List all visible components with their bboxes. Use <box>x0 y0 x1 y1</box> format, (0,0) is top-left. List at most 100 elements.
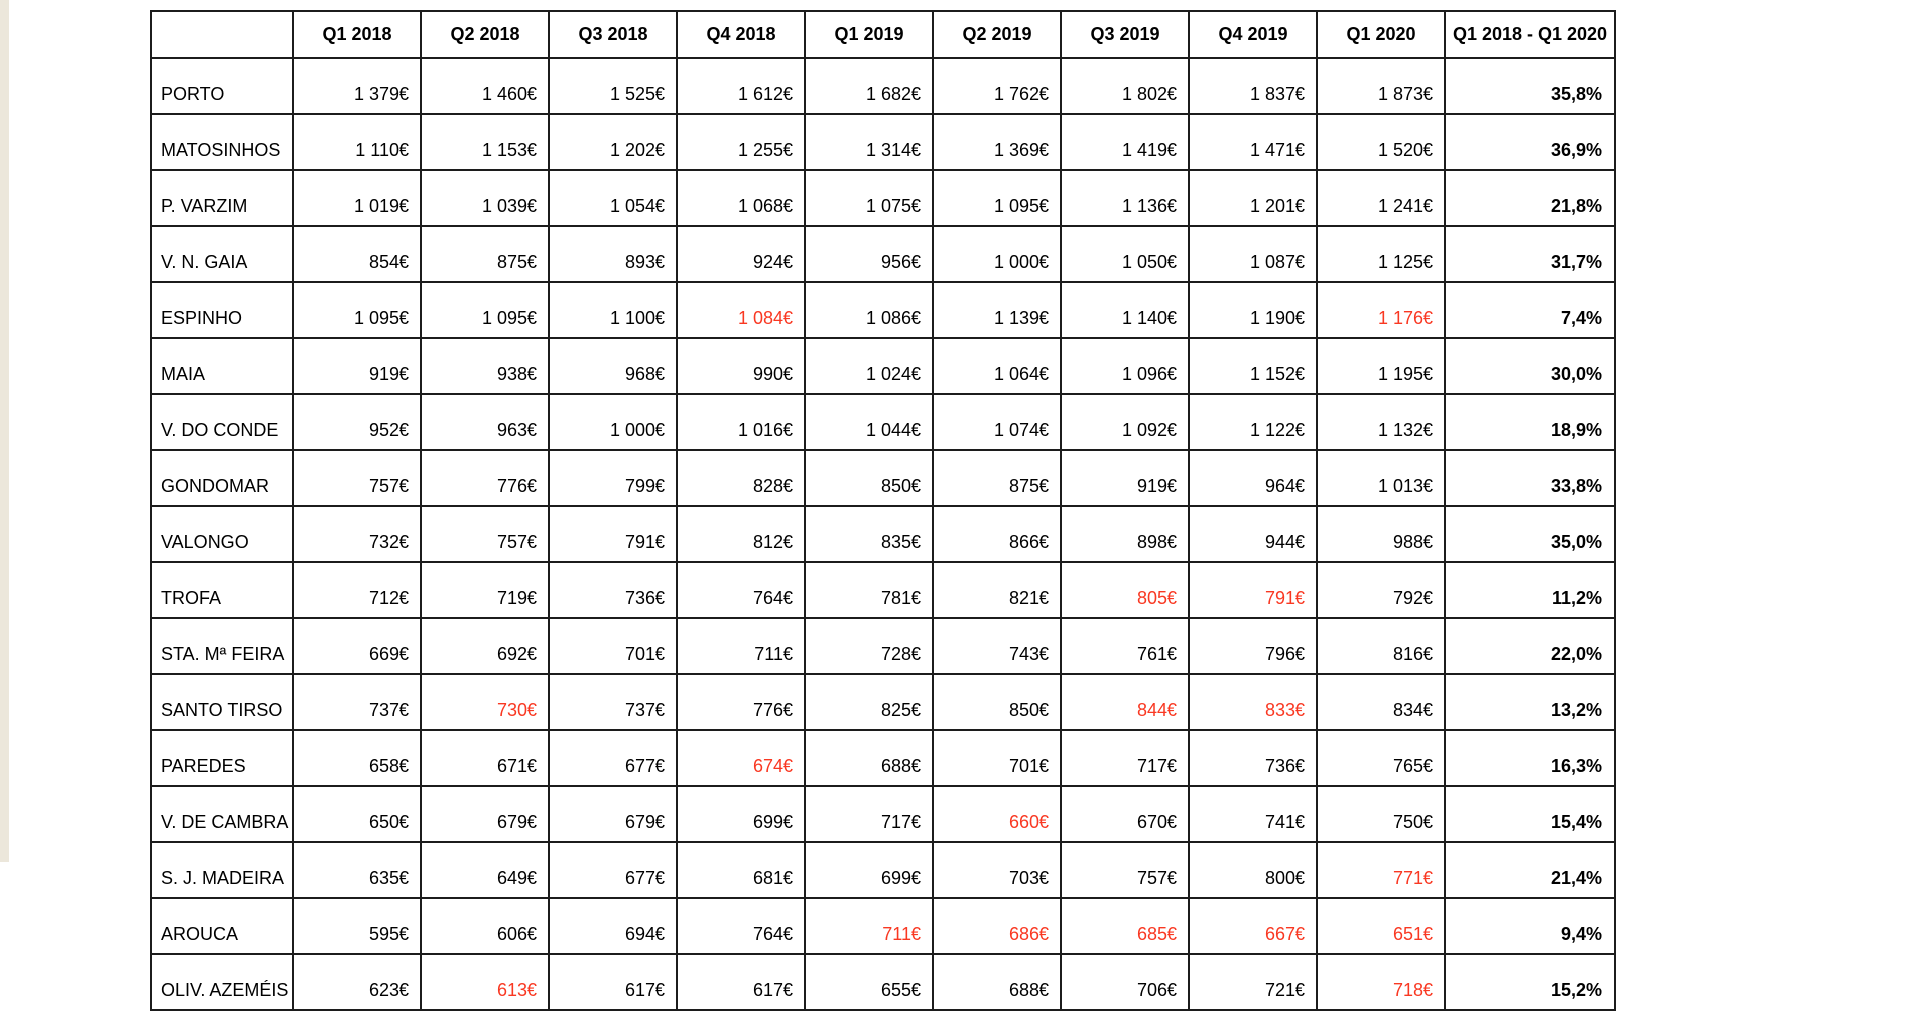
municipality-name: P. VARZIM <box>150 169 294 227</box>
change-percent-cell: 18,9% <box>1444 393 1616 451</box>
table-header: Q1 2018 Q2 2018 Q3 2018 Q4 2018 Q1 2019 Q2 20… <box>150 10 1616 59</box>
table-row: SANTO TIRSO 737€ 730€ 737€ 776€ 825€ 850€ 844€ 8… <box>150 673 1616 731</box>
change-percent-cell: 15,2% <box>1444 953 1616 1011</box>
price-cell: 736€ <box>548 561 678 619</box>
table-row: MAIA 919€ 938€ 968€ 990€ 1 024€ 1 064€ 1 096€ 1 … <box>150 337 1616 395</box>
price-cell: 635€ <box>292 841 422 899</box>
price-cell: 1 802€ <box>1060 57 1190 115</box>
price-cell: 1 195€ <box>1316 337 1446 395</box>
price-cell: 737€ <box>292 673 422 731</box>
price-cell: 718€ <box>1316 953 1446 1011</box>
table-row: AROUCA 595€ 606€ 694€ 764€ 711€ 686€ 685€ 667€ 65… <box>150 897 1616 955</box>
table-row: V. N. GAIA 854€ 875€ 893€ 924€ 956€ 1 000€ 1 05… <box>150 225 1616 283</box>
price-cell: 1 837€ <box>1188 57 1318 115</box>
change-percent-cell: 11,2% <box>1444 561 1616 619</box>
price-cell: 679€ <box>420 785 550 843</box>
change-percent-cell: 15,4% <box>1444 785 1616 843</box>
price-cell: 658€ <box>292 729 422 787</box>
municipality-name: PORTO <box>150 57 294 115</box>
price-cell: 1 084€ <box>676 281 806 339</box>
price-cell: 1 064€ <box>932 337 1062 395</box>
price-cell: 805€ <box>1060 561 1190 619</box>
price-cell: 1 255€ <box>676 113 806 171</box>
price-cell: 944€ <box>1188 505 1318 563</box>
table-row: MATOSINHOS 1 110€ 1 153€ 1 202€ 1 255€ 1 314€… <box>150 113 1616 171</box>
price-cell: 677€ <box>548 841 678 899</box>
price-cell: 1 044€ <box>804 393 934 451</box>
price-cell: 776€ <box>676 673 806 731</box>
price-cell: 1 176€ <box>1316 281 1446 339</box>
price-cell: 1 074€ <box>932 393 1062 451</box>
price-cell: 1 087€ <box>1188 225 1318 283</box>
municipality-name: PAREDES <box>150 729 294 787</box>
price-cell: 617€ <box>548 953 678 1011</box>
price-cell: 736€ <box>1188 729 1318 787</box>
price-cell: 791€ <box>548 505 678 563</box>
change-percent-cell: 33,8% <box>1444 449 1616 507</box>
price-cell: 1 682€ <box>804 57 934 115</box>
change-percent-cell: 22,0% <box>1444 617 1616 675</box>
price-cell: 685€ <box>1060 897 1190 955</box>
price-cell: 1 110€ <box>292 113 422 171</box>
price-cell: 660€ <box>932 785 1062 843</box>
table-row: S. J. MADEIRA 635€ 649€ 677€ 681€ 699€ 703€ 757… <box>150 841 1616 899</box>
change-percent-cell: 7,4% <box>1444 281 1616 339</box>
price-cell: 712€ <box>292 561 422 619</box>
municipality-name: SANTO TIRSO <box>150 673 294 731</box>
price-cell: 1 000€ <box>932 225 1062 283</box>
price-cell: 688€ <box>804 729 934 787</box>
price-cell: 1 122€ <box>1188 393 1318 451</box>
price-cell: 706€ <box>1060 953 1190 1011</box>
table-row: PAREDES 658€ 671€ 677€ 674€ 688€ 701€ 717€ 736€ 7… <box>150 729 1616 787</box>
price-cell: 677€ <box>548 729 678 787</box>
price-cell: 701€ <box>548 617 678 675</box>
price-cell: 1 092€ <box>1060 393 1190 451</box>
price-cell: 623€ <box>292 953 422 1011</box>
table-row: STA. Mª FEIRA 669€ 692€ 701€ 711€ 728€ 743€ 761… <box>150 617 1616 675</box>
price-cell: 866€ <box>932 505 1062 563</box>
price-cell: 617€ <box>676 953 806 1011</box>
price-cell: 1 019€ <box>292 169 422 227</box>
price-cell: 692€ <box>420 617 550 675</box>
table-row: V. DE CAMBRA 650€ 679€ 679€ 699€ 717€ 660€ 670€… <box>150 785 1616 843</box>
price-cell: 1 525€ <box>548 57 678 115</box>
price-cell: 732€ <box>292 505 422 563</box>
price-cell: 800€ <box>1188 841 1318 899</box>
price-cell: 1 369€ <box>932 113 1062 171</box>
price-cell: 956€ <box>804 225 934 283</box>
price-cell: 1 050€ <box>1060 225 1190 283</box>
column-header: Q4 2019 <box>1188 10 1318 59</box>
price-cell: 844€ <box>1060 673 1190 731</box>
price-cell: 1 379€ <box>292 57 422 115</box>
municipality-name: AROUCA <box>150 897 294 955</box>
column-header: Q3 2019 <box>1060 10 1190 59</box>
price-cell: 650€ <box>292 785 422 843</box>
price-cell: 741€ <box>1188 785 1318 843</box>
price-cell: 816€ <box>1316 617 1446 675</box>
price-cell: 835€ <box>804 505 934 563</box>
price-cell: 1 139€ <box>932 281 1062 339</box>
price-cell: 919€ <box>292 337 422 395</box>
price-cell: 670€ <box>1060 785 1190 843</box>
column-header: Q1 2018 - Q1 2020 <box>1444 10 1616 59</box>
price-cell: 1 100€ <box>548 281 678 339</box>
price-cell: 1 095€ <box>292 281 422 339</box>
column-header: Q2 2018 <box>420 10 550 59</box>
price-cell: 1 140€ <box>1060 281 1190 339</box>
price-cell: 1 013€ <box>1316 449 1446 507</box>
price-cell: 764€ <box>676 561 806 619</box>
price-cell: 834€ <box>1316 673 1446 731</box>
price-cell: 655€ <box>804 953 934 1011</box>
price-cell: 1 000€ <box>548 393 678 451</box>
price-cell: 1 054€ <box>548 169 678 227</box>
price-cell: 938€ <box>420 337 550 395</box>
price-cell: 792€ <box>1316 561 1446 619</box>
price-cell: 875€ <box>932 449 1062 507</box>
price-cell: 728€ <box>804 617 934 675</box>
price-cell: 1 201€ <box>1188 169 1318 227</box>
table-row: TROFA 712€ 719€ 736€ 764€ 781€ 821€ 805€ 791€ 792… <box>150 561 1616 619</box>
price-cell: 1 075€ <box>804 169 934 227</box>
price-cell: 1 419€ <box>1060 113 1190 171</box>
price-cell: 1 471€ <box>1188 113 1318 171</box>
price-cell: 854€ <box>292 225 422 283</box>
